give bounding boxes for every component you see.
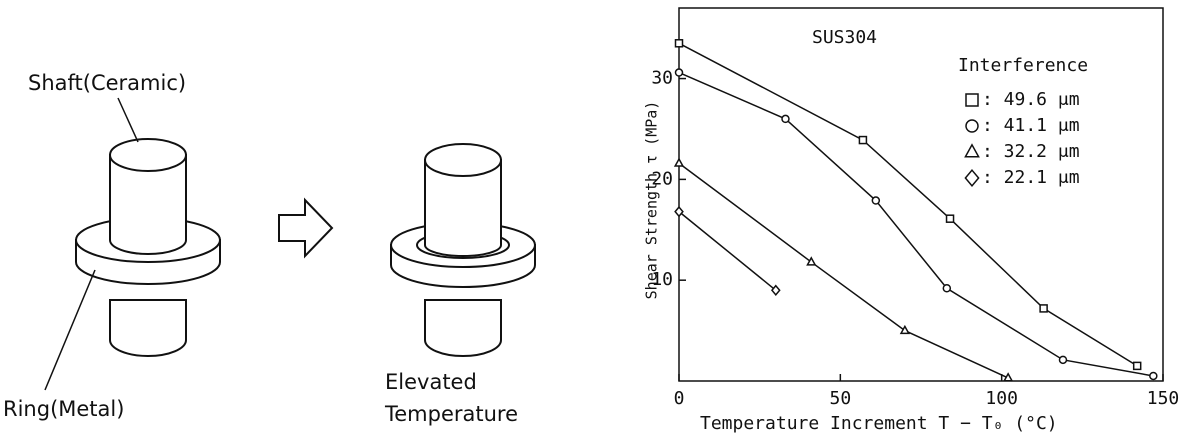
- data-point: [674, 39, 684, 48]
- data-point: [1149, 371, 1158, 381]
- legend-label: : 41.1 μm: [982, 115, 1080, 136]
- leader-line: [117, 97, 139, 143]
- legend-label: : 49.6 μm: [982, 89, 1080, 110]
- data-point: [781, 114, 790, 124]
- legend-symbol: [965, 93, 979, 107]
- y-tick-label: 10: [651, 269, 673, 290]
- data-line: [678, 211, 777, 291]
- legend-symbol: [964, 169, 980, 187]
- y-tick-label: 30: [651, 68, 673, 89]
- data-point: [673, 157, 685, 167]
- x-tick-label: 100: [985, 388, 1018, 409]
- data-point: [942, 284, 952, 293]
- data-point: [858, 135, 868, 145]
- x-tick-label: 150: [1147, 388, 1180, 409]
- legend-symbol: [965, 119, 979, 133]
- data-point: [806, 256, 817, 266]
- data-point: [899, 324, 910, 335]
- shaft-top: [109, 138, 187, 172]
- data-point: [871, 196, 881, 205]
- shaft-lower: [109, 299, 187, 357]
- data-point: [1039, 304, 1048, 313]
- legend-label: : 22.1 μm: [982, 167, 1080, 188]
- shaft-lower: [424, 299, 502, 357]
- shaft-top: [424, 143, 502, 177]
- legend-symbol: [964, 143, 980, 158]
- x-tick-label: 50: [829, 388, 851, 409]
- data-point: [1058, 355, 1068, 365]
- data-point: [770, 284, 781, 296]
- y-tick-label: 20: [651, 168, 673, 189]
- ring-label: Ring(Metal): [3, 397, 124, 421]
- arrow: [278, 197, 334, 259]
- plot-frame: [678, 7, 1164, 382]
- annotation: SUS304: [812, 27, 877, 48]
- state-label: Elevated: [385, 370, 477, 394]
- diagram: Shaft(Ceramic) Ring(Metal) Elevated Temp…: [3, 71, 536, 426]
- leader-line: [44, 269, 96, 391]
- data-point: [945, 214, 955, 223]
- shaft-label: Shaft(Ceramic): [28, 71, 186, 95]
- shaft-upper: [424, 159, 502, 257]
- legend-label: : 32.2 μm: [982, 141, 1080, 162]
- data-point: [1003, 372, 1014, 382]
- state-label: Temperature: [384, 402, 518, 426]
- x-tick-label: 0: [674, 388, 685, 409]
- data-line: [678, 71, 1154, 377]
- data-line: [678, 162, 1009, 379]
- y-axis-label: Shear Strength τ (MPa): [643, 101, 661, 300]
- legend-title: Interference: [958, 55, 1088, 76]
- data-point: [674, 68, 684, 77]
- data-point: [674, 205, 684, 218]
- data-point: [1132, 361, 1142, 371]
- chart: SUS304 Interference Temperature Incremen…: [643, 7, 1180, 434]
- x-axis-label: Temperature Increment T − T₀ (°C): [700, 413, 1058, 434]
- shaft-upper: [109, 154, 187, 255]
